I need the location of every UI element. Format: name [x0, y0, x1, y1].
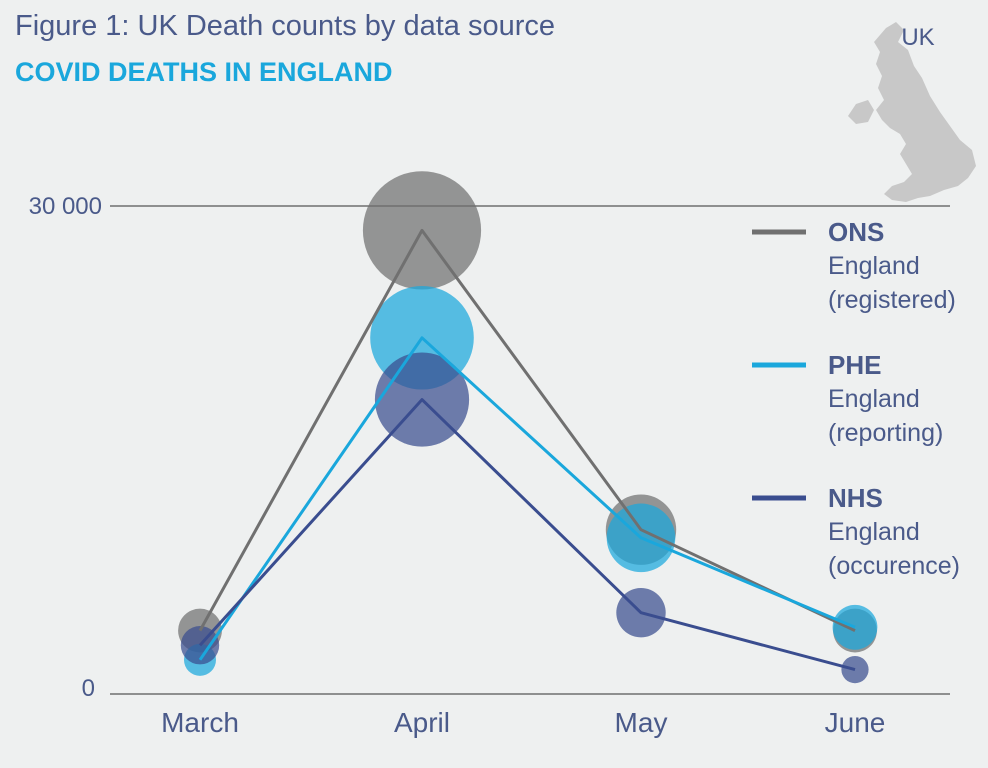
ons-series-line [198, 228, 856, 632]
y-tick-label-30000: 30 000 [29, 193, 102, 220]
bubbles [178, 171, 878, 684]
uk-map-icon [848, 22, 976, 202]
x-axis-labels: March April May June [161, 707, 885, 738]
phe-legend-desc-1: England [828, 385, 920, 413]
phe-legend-name: PHE [828, 350, 881, 380]
ons-legend-name: ONS [828, 217, 884, 247]
nhs-legend-desc-2: (occurence) [828, 552, 960, 580]
chart-title: Figure 1: UK Death counts by data source [15, 10, 556, 42]
x-tick-label-june: June [825, 707, 886, 738]
nhs-legend-name: NHS [828, 483, 883, 513]
ons-legend-desc-2: (registered) [828, 286, 956, 314]
phe-legend-desc-2: (reporting) [828, 419, 943, 447]
series-lines [198, 228, 856, 672]
x-tick-label-may: May [615, 707, 668, 738]
nhs-series-line [198, 398, 856, 672]
nhs-legend-desc-1: England [828, 518, 920, 546]
phe-bubble-june [832, 604, 878, 650]
phe-series-line [198, 336, 856, 661]
legend: ONS England (registered) PHE England (reporti… [752, 217, 960, 580]
x-tick-label-march: March [161, 707, 239, 738]
chart-subtitle: COVID DEATHS IN ENGLAND [15, 57, 393, 87]
ons-legend-desc-1: England [828, 252, 920, 280]
uk-map-label: UK [901, 24, 934, 51]
x-tick-label-april: April [394, 707, 450, 738]
y-tick-label-0: 0 [82, 675, 95, 702]
